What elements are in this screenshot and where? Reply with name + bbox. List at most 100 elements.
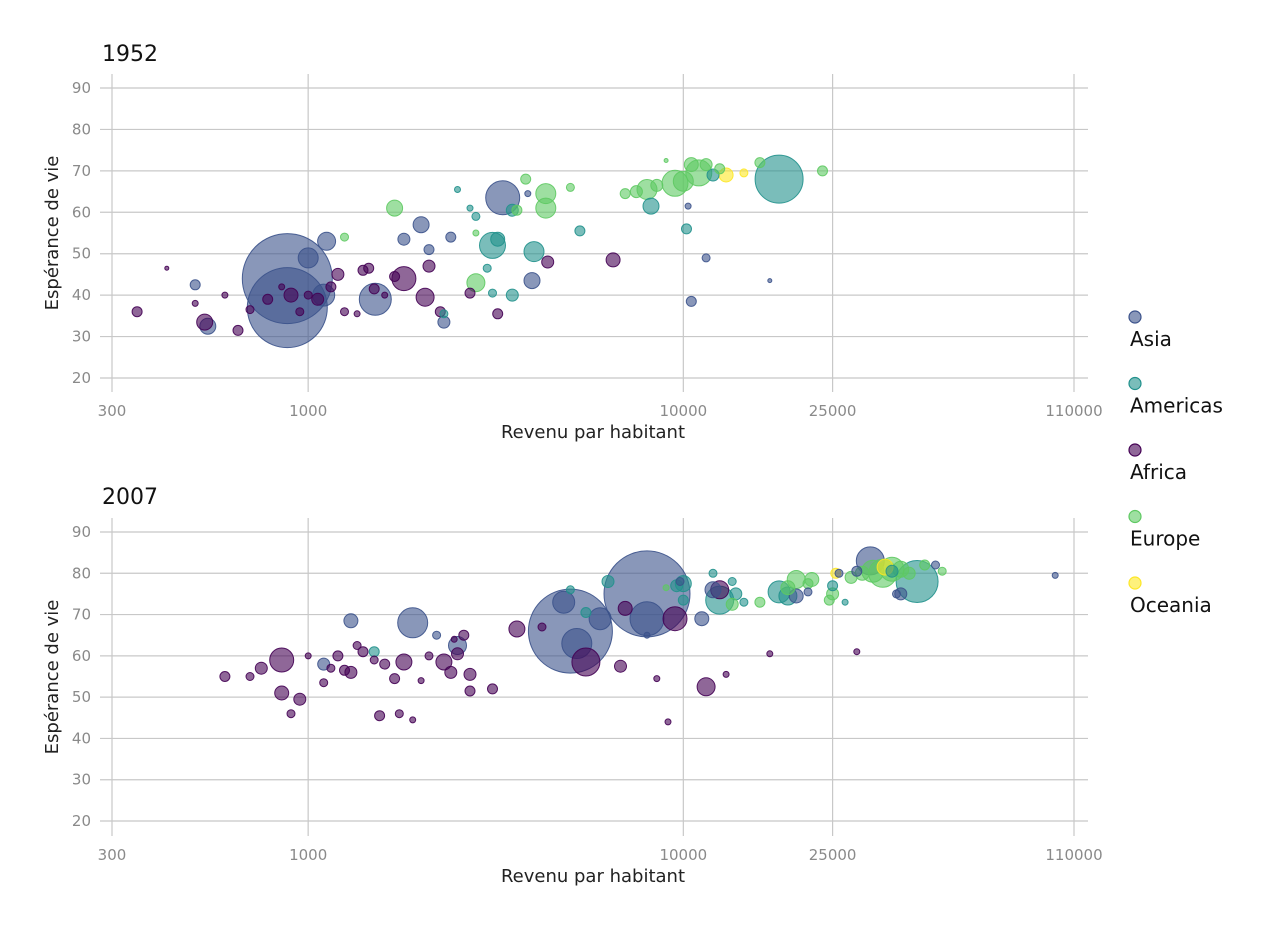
data-points: [219, 546, 1059, 726]
x-tick-label: 1000: [289, 846, 327, 864]
data-point: [672, 170, 694, 192]
legend-item: Oceania: [1128, 576, 1212, 617]
data-point: [340, 232, 349, 242]
data-point: [326, 663, 336, 673]
y-tick-label: 70: [72, 162, 91, 180]
data-point: [684, 202, 692, 210]
legend: Asia Americas Africa Europe Oceania: [1128, 310, 1223, 617]
legend-item: Europe: [1128, 509, 1200, 551]
data-point: [937, 566, 947, 576]
data-point: [422, 259, 436, 273]
data-point: [725, 597, 739, 611]
data-point: [164, 265, 170, 271]
data-point: [254, 661, 268, 675]
data-point: [196, 313, 214, 331]
data-point: [368, 646, 380, 658]
data-point: [523, 241, 545, 263]
data-point: [574, 225, 586, 237]
data-point: [739, 597, 749, 607]
data-point: [471, 211, 481, 221]
data-point: [834, 568, 844, 578]
data-point: [472, 229, 480, 237]
legend-label: Americas: [1130, 394, 1223, 418]
data-point: [653, 675, 661, 683]
data-point: [766, 650, 774, 658]
x-tick-label: 110000: [1045, 846, 1102, 864]
panel-2007: 2007 20 30 40 50 60 70 80 90 300 1000 10000 25000 1…: [42, 485, 1103, 887]
data-point: [817, 165, 828, 177]
data-point: [681, 223, 692, 235]
data-point: [262, 293, 274, 305]
legend-swatch: [1128, 443, 1142, 457]
data-point: [395, 653, 413, 671]
data-point: [283, 287, 299, 303]
panel-1952: 1952 20 30 40 50 60 70 80 90 300 1000 10000 25000 1…: [42, 42, 1103, 443]
data-point: [246, 267, 328, 349]
data-point: [464, 685, 476, 697]
data-point: [535, 197, 557, 219]
data-point: [269, 647, 295, 673]
y-tick-label: 70: [72, 606, 91, 624]
data-point: [389, 271, 401, 282]
data-point: [701, 253, 711, 263]
x-tick-labels: 300 1000 10000 25000 110000: [98, 402, 1103, 420]
data-point: [394, 709, 404, 719]
legend-item: Africa: [1128, 443, 1187, 484]
data-point: [286, 709, 296, 719]
data-point: [332, 650, 344, 662]
data-point: [552, 590, 576, 614]
data-point: [853, 648, 861, 656]
data-point: [902, 566, 916, 580]
data-point: [386, 199, 404, 217]
data-point: [381, 291, 389, 299]
data-point: [802, 578, 814, 590]
data-point: [541, 255, 555, 269]
x-axis-title: Revenu par habitant: [501, 422, 685, 443]
data-point: [722, 670, 730, 678]
data-point: [374, 710, 386, 722]
data-point: [424, 651, 434, 661]
data-point: [614, 659, 627, 673]
y-gridlines: [100, 87, 1088, 379]
data-point: [523, 272, 541, 290]
legend-label: Asia: [1130, 327, 1172, 351]
data-point: [664, 718, 672, 726]
data-point: [524, 190, 532, 198]
data-point: [780, 580, 796, 596]
data-point: [511, 204, 523, 216]
data-point: [677, 594, 689, 606]
data-point: [827, 580, 839, 592]
data-point: [464, 287, 476, 299]
data-point: [520, 173, 532, 185]
data-point: [343, 613, 359, 629]
data-point: [482, 263, 492, 273]
data-point: [580, 607, 592, 618]
data-point: [317, 231, 337, 251]
data-point: [295, 307, 305, 317]
data-point: [767, 278, 773, 284]
y-tick-label: 90: [72, 523, 91, 541]
y-tick-label: 80: [72, 120, 91, 138]
data-point: [492, 308, 504, 320]
data-point: [397, 232, 411, 246]
data-point: [629, 601, 665, 637]
data-point: [803, 587, 813, 597]
data-point: [683, 157, 699, 173]
legend-item: Asia: [1128, 310, 1172, 351]
data-point: [643, 631, 651, 639]
data-point: [739, 168, 749, 178]
legend-item: Americas: [1128, 376, 1223, 418]
data-point: [325, 281, 337, 293]
data-point: [704, 581, 722, 599]
data-point: [588, 607, 612, 631]
data-point: [417, 677, 425, 685]
data-point: [727, 577, 737, 586]
y-tick-label: 60: [72, 647, 91, 665]
x-tick-label: 300: [98, 402, 127, 420]
data-point: [409, 716, 417, 724]
y-tick-label: 40: [72, 286, 91, 304]
data-point: [274, 685, 290, 701]
data-point: [1051, 571, 1059, 579]
data-point: [601, 575, 615, 588]
